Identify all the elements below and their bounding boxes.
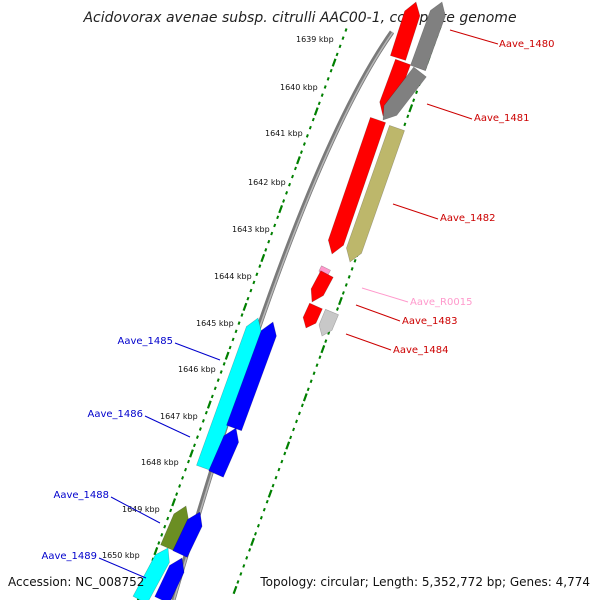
gene-aave-1489-cyan xyxy=(132,547,170,600)
gene-aave-1482-red xyxy=(327,117,386,255)
leader-line xyxy=(144,415,191,438)
gene-label[interactable]: Aave_1485 xyxy=(118,336,174,347)
leader-line xyxy=(174,342,221,361)
gene-aave-1481 xyxy=(382,66,427,121)
leader-line xyxy=(355,304,401,322)
gene-label-group[interactable]: Aave_1484 xyxy=(345,333,449,356)
gene-label-group[interactable]: Aave_1489 xyxy=(42,551,147,579)
kbp-tick-label: 1646 kbp xyxy=(178,365,216,374)
kbp-tick-label: 1650 kbp xyxy=(102,551,140,560)
leader-line xyxy=(392,203,439,220)
gene-aave-1485 xyxy=(226,321,277,432)
gene-aave-1489 xyxy=(154,557,185,600)
genes-layer xyxy=(132,1,446,600)
genome-backbone-highlight xyxy=(173,31,394,600)
kbp-tick-label: 1647 kbp xyxy=(160,412,198,421)
gene-aave-1482 xyxy=(346,125,405,263)
gene-label-group[interactable]: Aave_1485 xyxy=(118,336,221,361)
kbp-tick-label: 1642 kbp xyxy=(248,178,286,187)
kbp-tick-label: 1641 kbp xyxy=(265,129,303,138)
gene-label-group[interactable]: Aave_1482 xyxy=(392,203,496,224)
gene-label[interactable]: Aave_R0015 xyxy=(410,297,472,308)
gene-label-group[interactable]: Aave_R0015 xyxy=(361,287,472,308)
gene-label[interactable]: Aave_1483 xyxy=(402,316,458,327)
gene-label-group[interactable]: Aave_1488 xyxy=(54,490,161,524)
topology-text: Topology: circular; Length: 5,352,772 bp… xyxy=(259,575,590,589)
kbp-tick-label: 1644 kbp xyxy=(214,272,252,281)
gene-aave-1483 xyxy=(310,270,334,303)
kbp-tick-label: 1640 kbp xyxy=(280,83,318,92)
gene-label-group[interactable]: Aave_1483 xyxy=(355,304,458,327)
gene-label-group[interactable]: Aave_1481 xyxy=(426,103,530,124)
gene-label[interactable]: Aave_1488 xyxy=(54,490,110,501)
leader-line xyxy=(345,333,392,351)
gene-aave-1481-top xyxy=(410,1,446,72)
gene-label[interactable]: Aave_1480 xyxy=(499,39,555,50)
gene-label[interactable]: Aave_1486 xyxy=(88,409,144,420)
kbp-label-layer: 1639 kbp 1640 kbp 1641 kbp 1642 kbp 1643 kbp… xyxy=(102,35,334,560)
genome-backbone xyxy=(170,30,395,600)
gene-aave-1484 xyxy=(318,308,339,337)
gene-aave-1486 xyxy=(208,427,239,478)
gene-label-layer: Aave_1480 Aave_1481 Aave_1482 Aave_R0015 Aav… xyxy=(42,29,555,579)
gene-label[interactable]: Aave_1481 xyxy=(474,113,530,124)
gene-aave-1483-b xyxy=(302,302,323,329)
gene-label[interactable]: Aave_1484 xyxy=(393,345,449,356)
kbp-tick-label: 1649 kbp xyxy=(122,505,160,514)
kbp-tick-label: 1643 kbp xyxy=(232,225,270,234)
gene-aave-1480 xyxy=(390,1,421,61)
gene-label-group[interactable]: Aave_1486 xyxy=(88,409,191,438)
gene-aave-1488-b xyxy=(172,511,203,558)
leader-line xyxy=(426,103,473,120)
gene-label[interactable]: Aave_1482 xyxy=(440,213,496,224)
leader-line xyxy=(361,287,409,303)
kbp-tick-label: 1639 kbp xyxy=(296,35,334,44)
accession-text: Accession: NC_008752 xyxy=(8,575,144,589)
leader-line xyxy=(110,496,161,524)
map-title: Acidovorax avenae subsp. citrulli AAC00-… xyxy=(82,10,516,26)
inner-scale-track xyxy=(136,28,348,600)
gene-label[interactable]: Aave_1489 xyxy=(42,551,98,562)
kbp-tick-label: 1648 kbp xyxy=(141,458,179,467)
leader-line xyxy=(98,557,147,579)
leader-line xyxy=(449,29,499,45)
gene-label-group[interactable]: Aave_1480 xyxy=(449,29,555,50)
kbp-tick-label: 1645 kbp xyxy=(196,319,234,328)
